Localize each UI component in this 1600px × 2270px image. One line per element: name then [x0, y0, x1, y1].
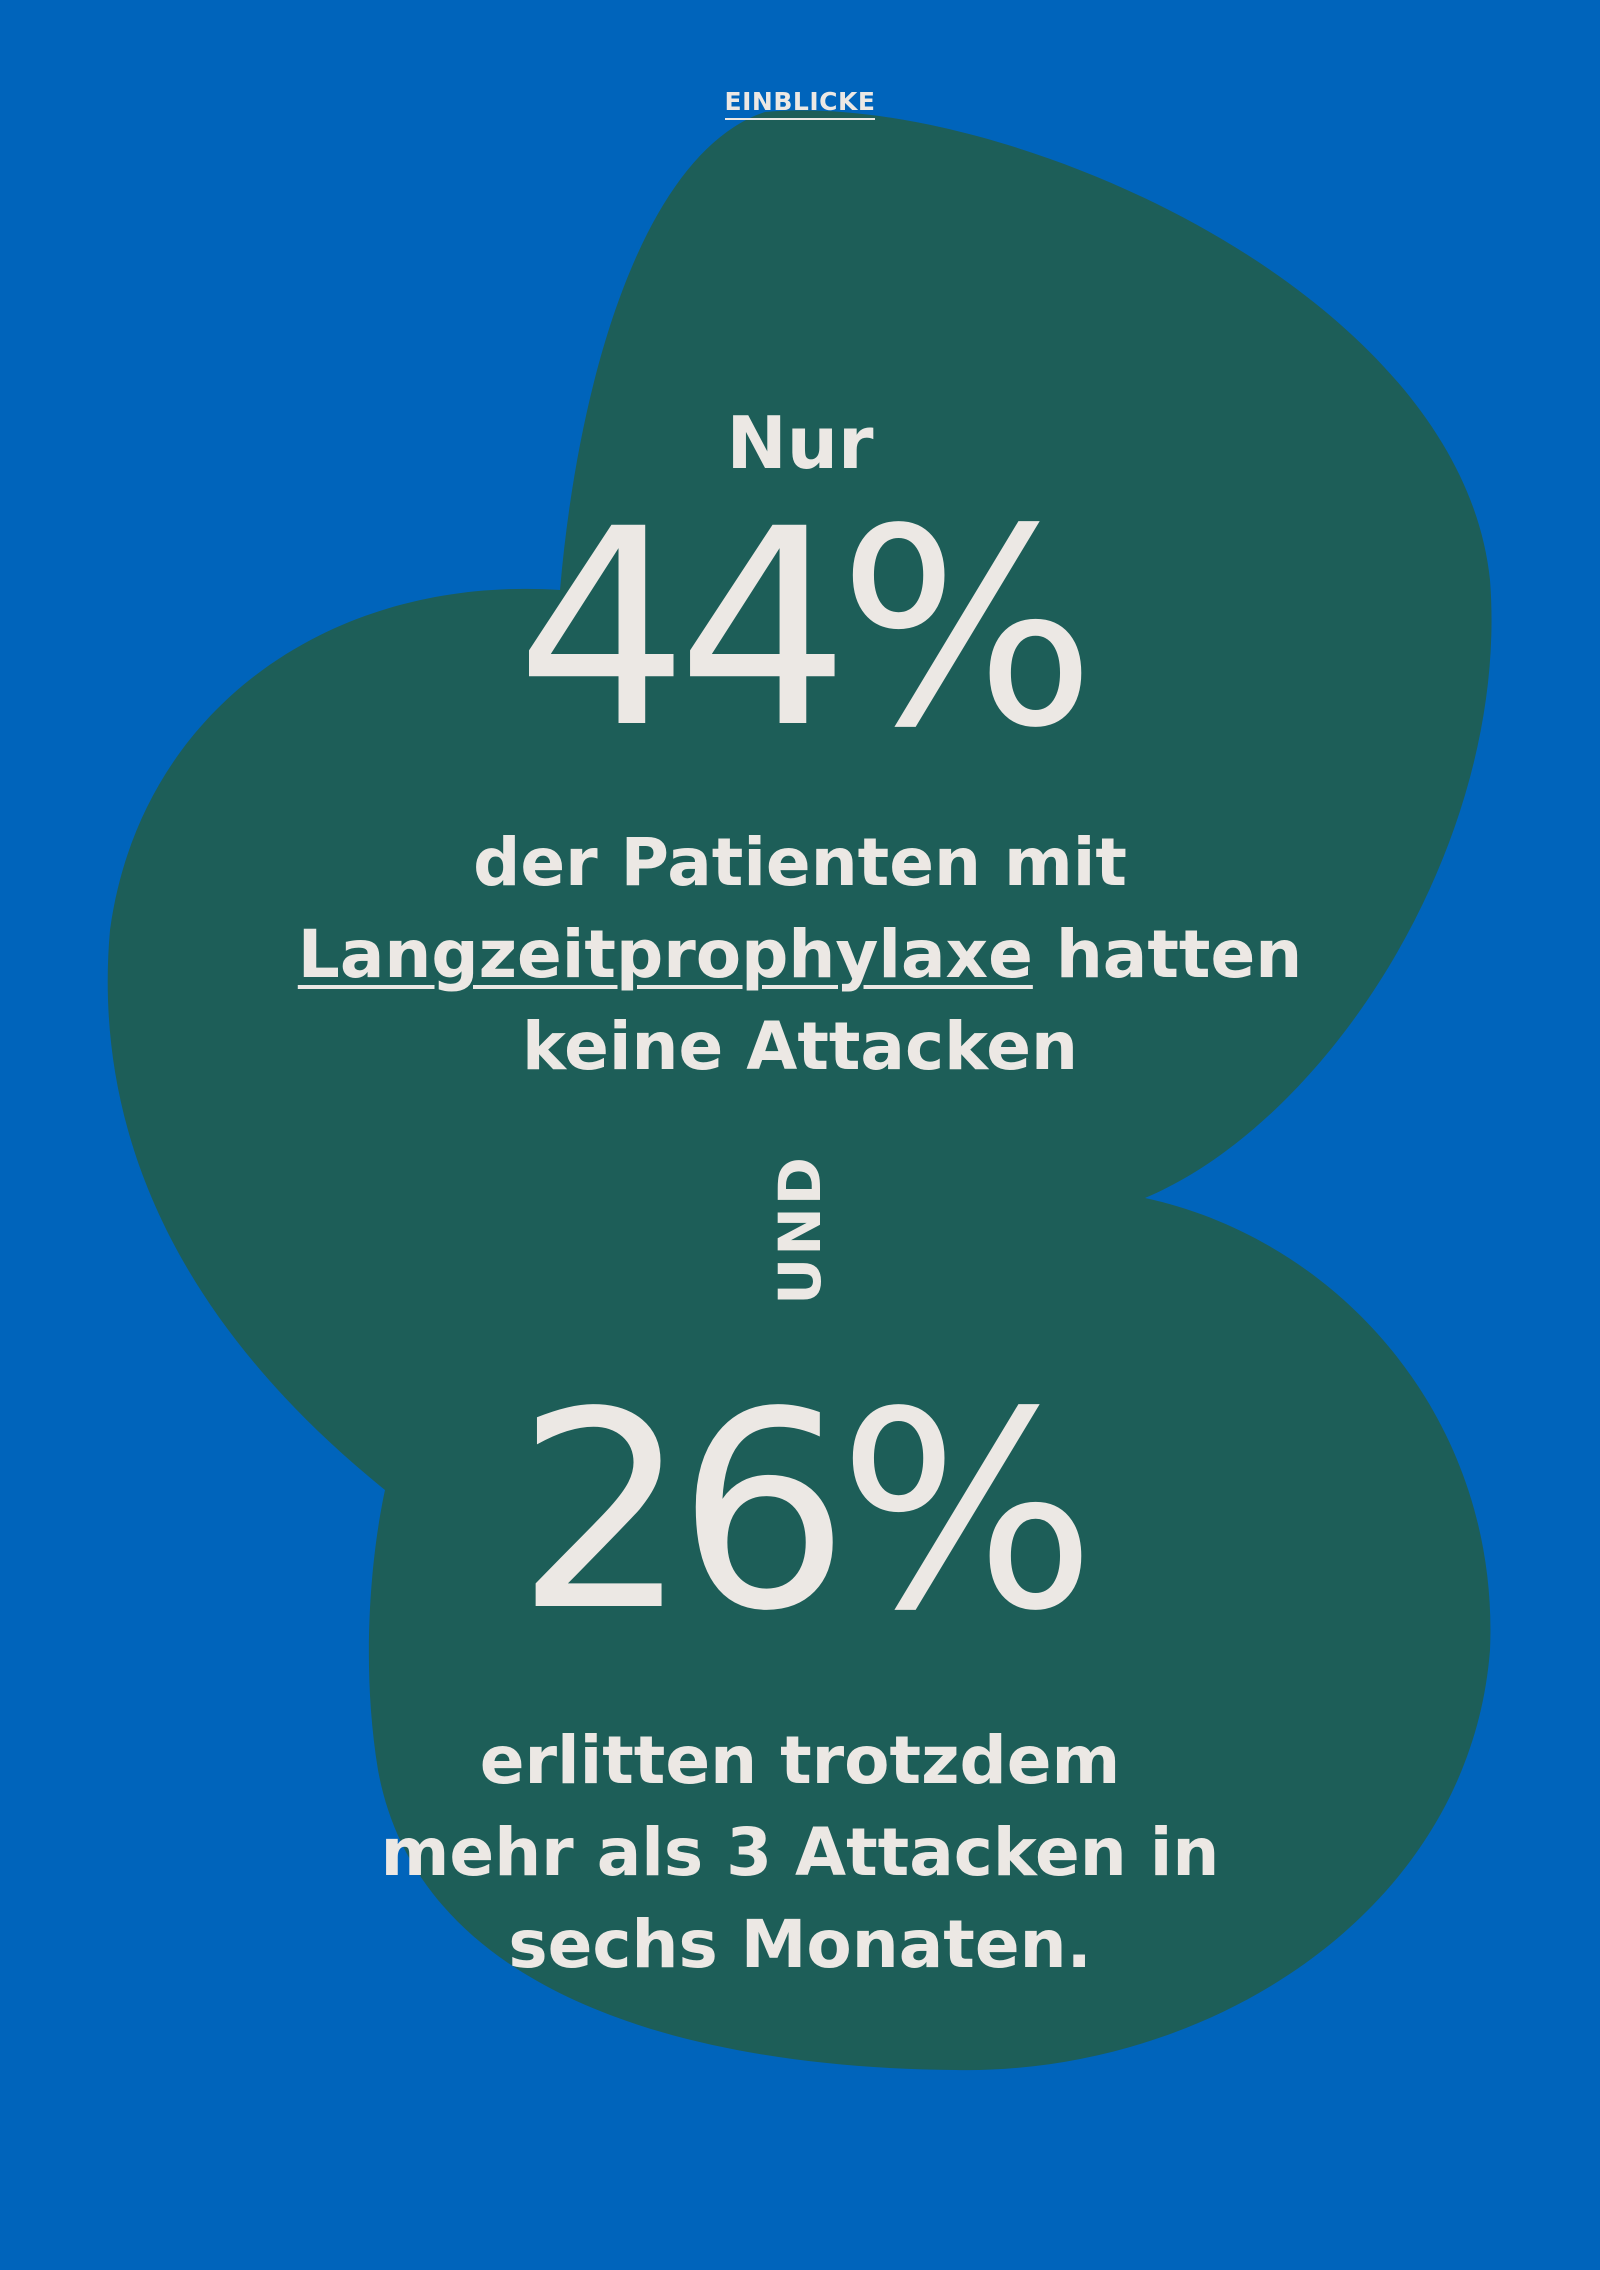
stat2-line3: sechs Monaten. [508, 1906, 1092, 1983]
einblicke-link[interactable]: EINBLICKE [724, 87, 876, 120]
stat1-line2: Langzeitprophylaxe hatten [0, 909, 1600, 1001]
stat1-prefix: Nur [726, 401, 874, 485]
stat1-percentage: 44% [515, 472, 1097, 788]
stat1-description: der Patienten mit Langzeitprophylaxe hat… [0, 817, 1600, 1093]
stat2-percentage: 26% [515, 1355, 1097, 1671]
stat1-line1: der Patienten mit [473, 824, 1127, 901]
stat2-description: erlitten trotzdem mehr als 3 Attacken in… [0, 1715, 1600, 1991]
stat1-line2-rest: hatten [1032, 916, 1303, 993]
langzeitprophylaxe-link[interactable]: Langzeitprophylaxe [297, 916, 1033, 993]
section-nav: EINBLICKE [0, 87, 1600, 120]
stat2-line2: mehr als 3 Attacken in [380, 1814, 1220, 1891]
und-connector: UND [766, 1155, 834, 1305]
stat1-line3: keine Attacken [522, 1008, 1078, 1085]
stat2-line1: erlitten trotzdem [479, 1722, 1121, 1799]
